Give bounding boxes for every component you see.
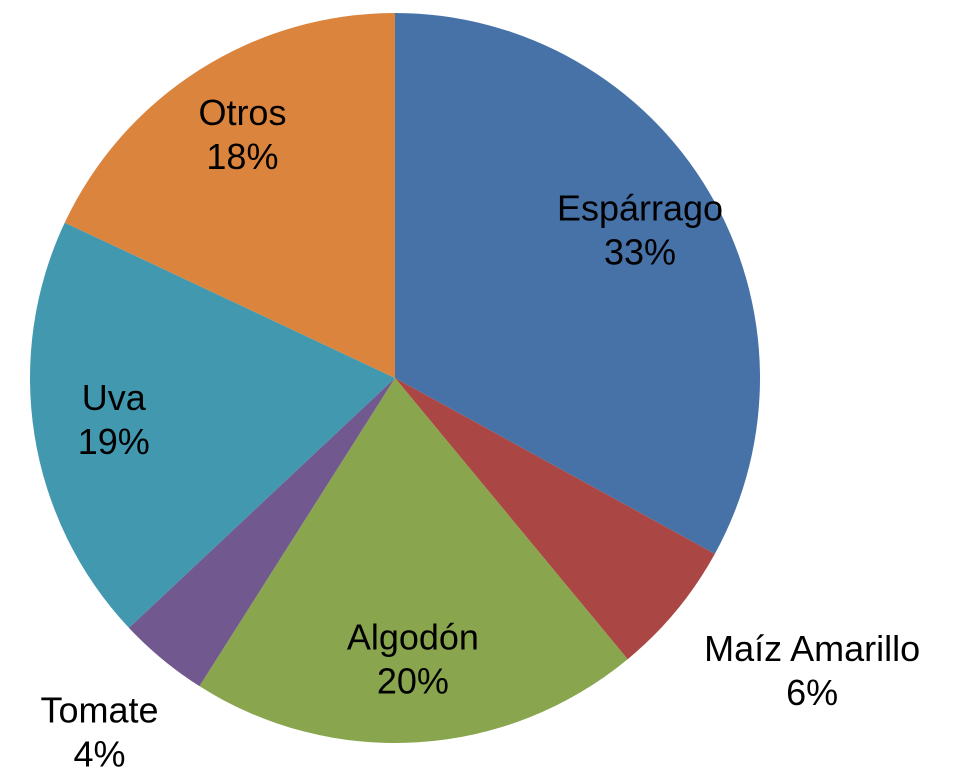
slice-value-label: 33%: [604, 232, 676, 273]
pie-slice: [199, 378, 628, 743]
slice-label: Algodón: [347, 617, 479, 658]
slice-value-label: 18%: [206, 136, 278, 177]
pie-slice: [395, 13, 761, 554]
slice-label: Uva: [82, 377, 147, 418]
slice-label: Espárrago: [557, 188, 723, 229]
slice-label: Otros: [198, 92, 286, 133]
pie-slice: [64, 12, 395, 378]
slice-value-label: 6%: [786, 672, 838, 713]
slice-label: Maíz Amarillo: [704, 628, 920, 669]
slice-value-label: 20%: [377, 661, 449, 702]
pie-slice: [30, 222, 396, 628]
pie-slice: [395, 378, 715, 660]
slice-value-label: 4%: [74, 734, 126, 775]
slice-value-label: 19%: [78, 421, 150, 462]
slice-label: Tomate: [40, 690, 158, 731]
pie-slice: [128, 378, 395, 687]
